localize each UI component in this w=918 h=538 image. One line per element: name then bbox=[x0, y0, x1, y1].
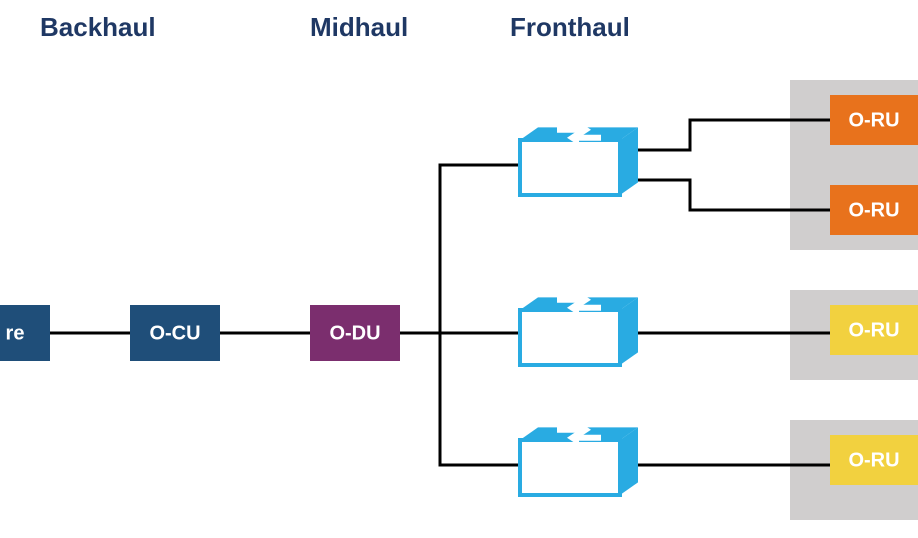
oru-box-3-label: O-RU bbox=[848, 319, 899, 341]
switch-2 bbox=[520, 292, 638, 365]
core-box: re bbox=[0, 305, 50, 361]
switch-3 bbox=[520, 422, 638, 495]
edge-odu-sw3 bbox=[400, 333, 520, 465]
edge-odu-sw1 bbox=[400, 165, 520, 333]
odu-box-label: O-DU bbox=[329, 322, 380, 344]
switch-1 bbox=[520, 122, 638, 195]
header-fronthaul: Fronthaul bbox=[510, 12, 630, 42]
oru-box-1: O-RU bbox=[830, 95, 918, 145]
core-box-label: re bbox=[6, 322, 25, 344]
oru-box-4-label: O-RU bbox=[848, 449, 899, 471]
oru-box-2-label: O-RU bbox=[848, 199, 899, 221]
ocu-box-label: O-CU bbox=[149, 322, 200, 344]
oru-box-4: O-RU bbox=[830, 435, 918, 485]
header-midhaul: Midhaul bbox=[310, 12, 408, 42]
oru-box-1-label: O-RU bbox=[848, 109, 899, 131]
oru-box-2: O-RU bbox=[830, 185, 918, 235]
oru-box-3: O-RU bbox=[830, 305, 918, 355]
ocu-box: O-CU bbox=[130, 305, 220, 361]
header-backhaul: Backhaul bbox=[40, 12, 156, 42]
odu-box: O-DU bbox=[310, 305, 400, 361]
